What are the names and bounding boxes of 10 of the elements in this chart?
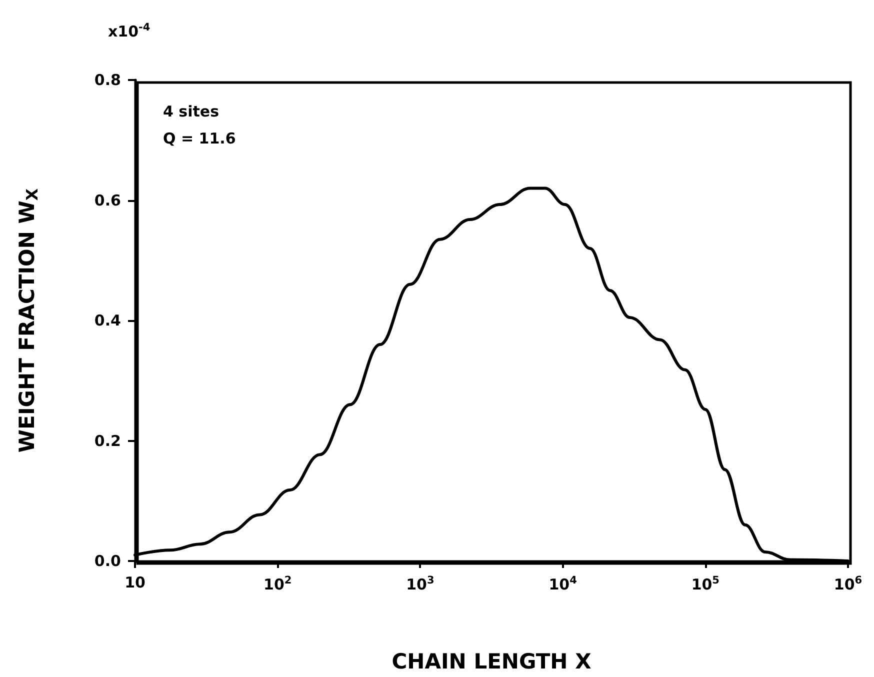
y-tick-label: 0.4 [94,312,121,330]
x-tick-label: 10 [124,574,146,592]
x-axis-title: CHAIN LENGTH X [392,650,592,674]
y-tick-label: 0.6 [94,191,121,210]
y-axis-title: WEIGHT FRACTION WX [14,188,42,453]
y-tick-label: 0.8 [94,71,121,89]
y-tick-label: 0.0 [94,552,121,570]
annotation: 4 sites [163,102,220,120]
annotation: Q = 11.6 [163,130,236,148]
y-tick-label: 0.2 [94,432,121,450]
